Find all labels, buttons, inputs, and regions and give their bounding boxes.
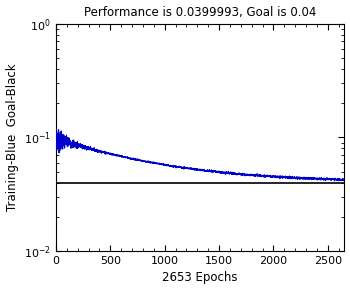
Title: Performance is 0.0399993, Goal is 0.04: Performance is 0.0399993, Goal is 0.04 <box>84 6 316 19</box>
Y-axis label: Training-Blue  Goal-Black: Training-Blue Goal-Black <box>6 64 19 211</box>
X-axis label: 2653 Epochs: 2653 Epochs <box>162 271 238 284</box>
